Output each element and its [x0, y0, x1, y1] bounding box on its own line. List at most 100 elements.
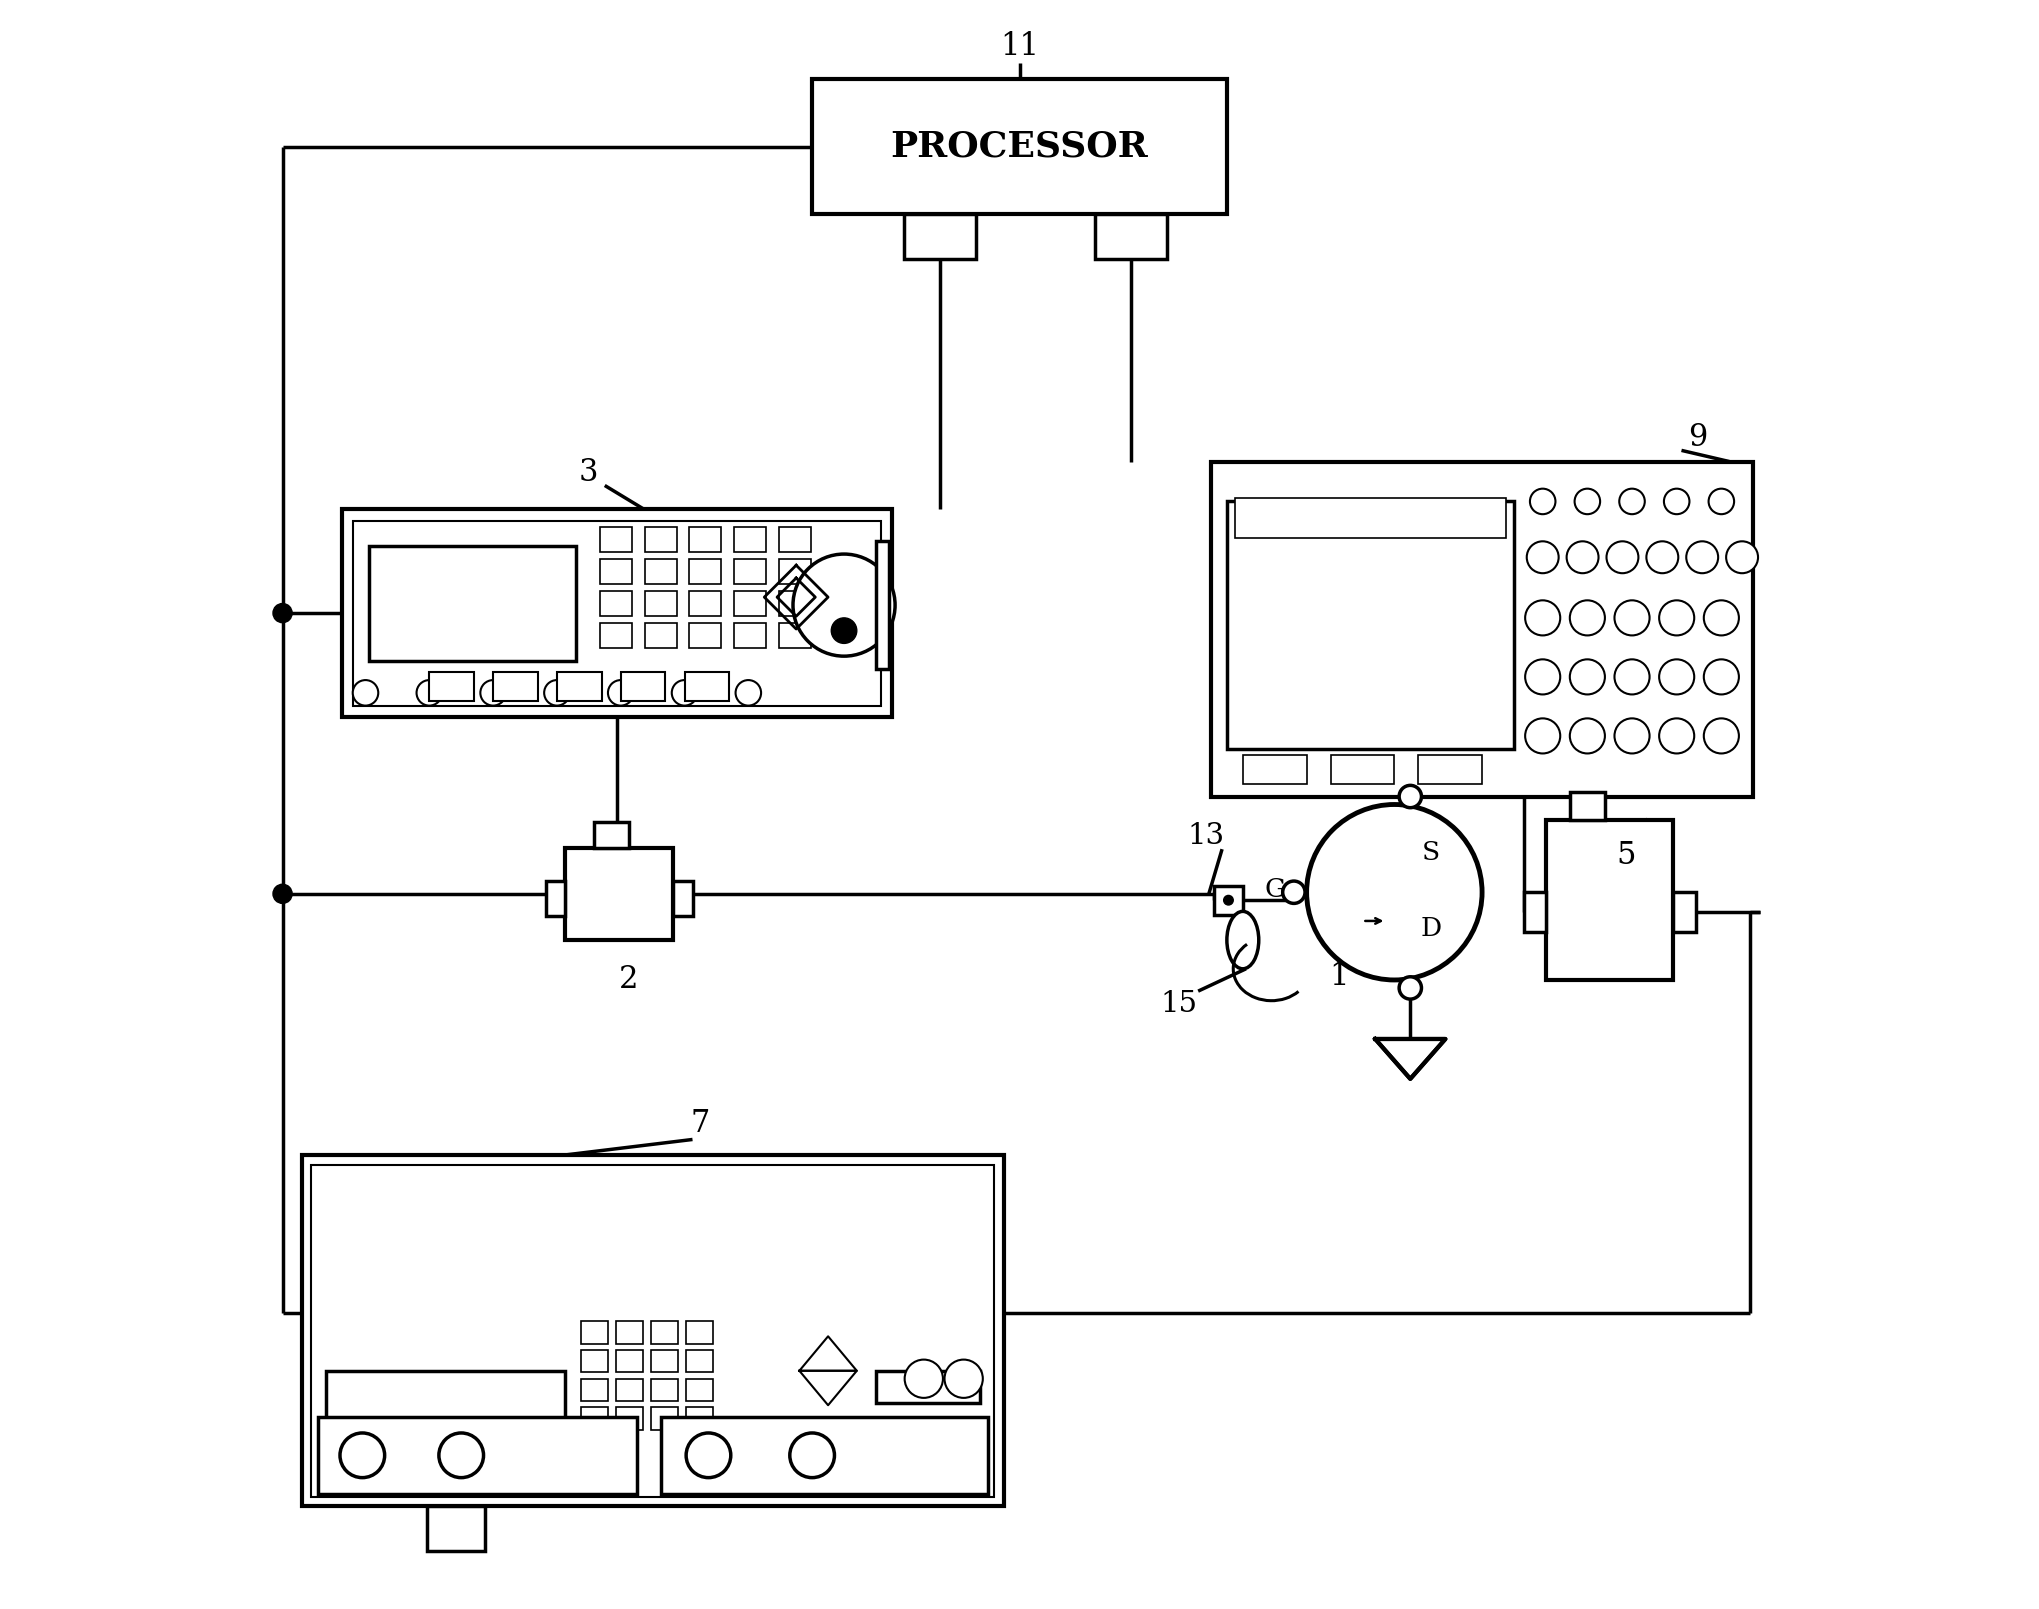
Text: 15: 15: [1160, 990, 1197, 1018]
Bar: [557, 673, 602, 702]
Bar: [599, 558, 632, 584]
Polygon shape: [1374, 1039, 1446, 1080]
Bar: [599, 528, 632, 552]
Circle shape: [944, 1360, 983, 1398]
Bar: [312, 1165, 993, 1496]
Circle shape: [1529, 489, 1556, 515]
Circle shape: [544, 681, 569, 706]
Ellipse shape: [1227, 911, 1258, 969]
Bar: [1244, 755, 1307, 784]
Bar: [1095, 214, 1166, 259]
Text: 13: 13: [1187, 822, 1225, 851]
Bar: [877, 1371, 979, 1403]
Bar: [644, 623, 677, 648]
Text: 3: 3: [579, 457, 599, 488]
Bar: [1331, 755, 1395, 784]
Bar: [1236, 499, 1507, 537]
Circle shape: [1566, 541, 1599, 573]
Text: S: S: [1421, 840, 1440, 866]
Circle shape: [1223, 896, 1234, 904]
Circle shape: [1660, 718, 1694, 753]
Bar: [430, 673, 473, 702]
Circle shape: [685, 1434, 730, 1477]
Bar: [599, 591, 632, 616]
Bar: [779, 591, 812, 616]
Bar: [650, 1408, 679, 1430]
Circle shape: [353, 681, 379, 706]
Bar: [616, 1379, 642, 1401]
Circle shape: [1527, 541, 1558, 573]
Bar: [644, 591, 677, 616]
Bar: [1211, 462, 1754, 796]
Bar: [599, 623, 632, 648]
Bar: [685, 1408, 714, 1430]
Bar: [650, 1350, 679, 1372]
Circle shape: [671, 681, 697, 706]
Circle shape: [793, 553, 895, 656]
Bar: [581, 1350, 608, 1372]
Circle shape: [1709, 489, 1733, 515]
Circle shape: [1399, 785, 1421, 808]
Bar: [685, 1379, 714, 1401]
Bar: [428, 1506, 485, 1551]
Circle shape: [1660, 660, 1694, 695]
Circle shape: [1660, 600, 1694, 636]
Bar: [812, 79, 1227, 214]
Bar: [581, 1321, 608, 1344]
Bar: [318, 1418, 636, 1493]
Bar: [734, 591, 767, 616]
Circle shape: [416, 681, 442, 706]
Bar: [685, 1321, 714, 1344]
Bar: [877, 541, 889, 669]
Bar: [689, 591, 722, 616]
Bar: [734, 558, 767, 584]
Bar: [1523, 893, 1546, 932]
Bar: [734, 528, 767, 552]
Bar: [1213, 887, 1244, 914]
Bar: [581, 1379, 608, 1401]
Bar: [689, 623, 722, 648]
Circle shape: [1525, 660, 1560, 695]
Bar: [493, 673, 538, 702]
Circle shape: [438, 1434, 483, 1477]
Bar: [620, 673, 665, 702]
Bar: [353, 521, 881, 706]
Text: 5: 5: [1615, 840, 1635, 870]
Circle shape: [1615, 600, 1650, 636]
Bar: [581, 1408, 608, 1430]
Circle shape: [736, 681, 761, 706]
Circle shape: [1615, 718, 1650, 753]
Bar: [593, 822, 628, 848]
Bar: [734, 623, 767, 648]
Bar: [685, 673, 730, 702]
Bar: [661, 1418, 987, 1493]
Circle shape: [481, 681, 506, 706]
Circle shape: [1399, 977, 1421, 999]
Circle shape: [1283, 882, 1305, 903]
Bar: [1570, 792, 1605, 821]
Circle shape: [1525, 718, 1560, 753]
Circle shape: [1607, 541, 1639, 573]
Circle shape: [905, 1360, 942, 1398]
Bar: [779, 623, 812, 648]
Polygon shape: [799, 1337, 856, 1371]
Bar: [1419, 755, 1482, 784]
Circle shape: [341, 1434, 385, 1477]
Circle shape: [1619, 489, 1645, 515]
Bar: [1674, 893, 1696, 932]
Text: 9: 9: [1688, 422, 1707, 454]
Text: 1: 1: [1329, 961, 1348, 993]
Bar: [650, 1321, 679, 1344]
Circle shape: [832, 618, 856, 644]
Text: PROCESSOR: PROCESSOR: [891, 129, 1148, 164]
Bar: [673, 882, 693, 916]
Bar: [616, 1408, 642, 1430]
Bar: [302, 1155, 1003, 1506]
Circle shape: [1570, 660, 1605, 695]
Bar: [1546, 821, 1674, 980]
Bar: [616, 1350, 642, 1372]
Circle shape: [1525, 600, 1560, 636]
Circle shape: [608, 681, 634, 706]
Text: G: G: [1264, 877, 1285, 901]
Text: 11: 11: [999, 31, 1040, 63]
